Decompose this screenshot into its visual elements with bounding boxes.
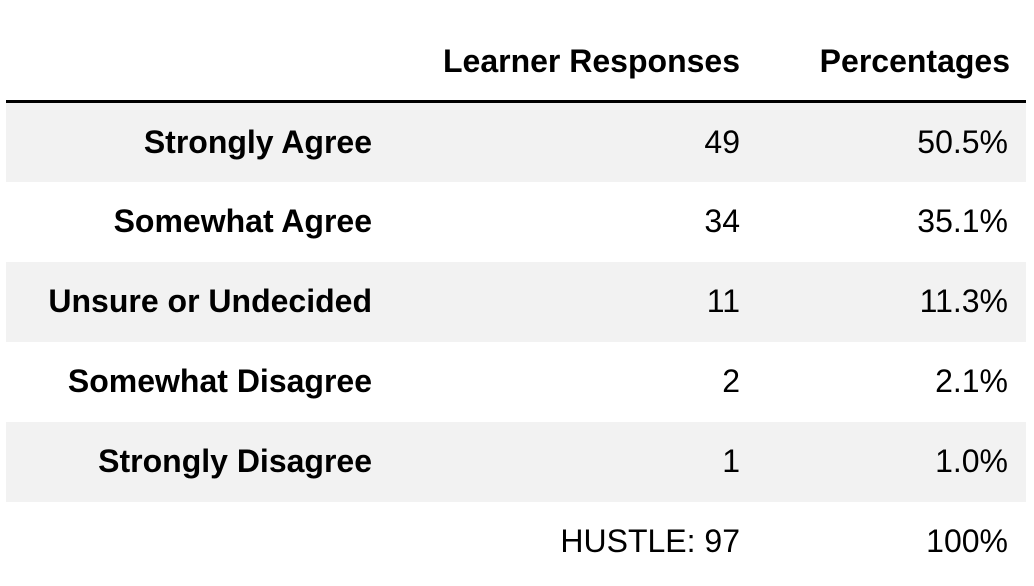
total-responses: HUSTLE: 97 [560,523,740,559]
row-percent: 1.0% [935,443,1008,479]
row-percent: 50.5% [917,123,1008,160]
row-label: Somewhat Agree [113,203,372,239]
table-row: Strongly Agree 49 50.5% [6,101,1026,182]
row-label: Strongly Agree [143,123,372,160]
table-body: Strongly Agree 49 50.5% Somewhat Agree 3… [6,101,1026,582]
total-label [6,502,386,582]
total-percent: 100% [926,523,1008,559]
table-row: Strongly Disagree 1 1.0% [6,421,1026,502]
row-responses: 49 [704,123,740,160]
total-row: HUSTLE: 97 100% [6,502,1026,582]
column-header-responses: Learner Responses [386,22,756,103]
table-row: Somewhat Agree 34 35.1% [6,182,1026,262]
row-percent: 11.3% [919,283,1008,319]
row-responses: 2 [722,363,740,399]
row-label: Somewhat Disagree [67,363,372,399]
table-row: Unsure or Undecided 11 11.3% [6,261,1026,342]
row-percent: 2.1% [935,363,1008,399]
table-row: Somewhat Disagree 2 2.1% [6,342,1026,422]
survey-results-table: Learner Responses Percentages Strongly A… [6,22,1026,582]
header-row: Learner Responses Percentages [6,22,1026,103]
row-label: Unsure or Undecided [48,283,372,319]
row-responses: 11 [706,283,740,319]
header-blank-cell [6,22,386,103]
row-label: Strongly Disagree [98,443,372,479]
column-header-percentages: Percentages [756,22,1026,103]
row-responses: 1 [722,443,740,479]
table-header: Learner Responses Percentages [6,22,1026,103]
row-responses: 34 [704,203,740,239]
row-percent: 35.1% [917,203,1008,239]
